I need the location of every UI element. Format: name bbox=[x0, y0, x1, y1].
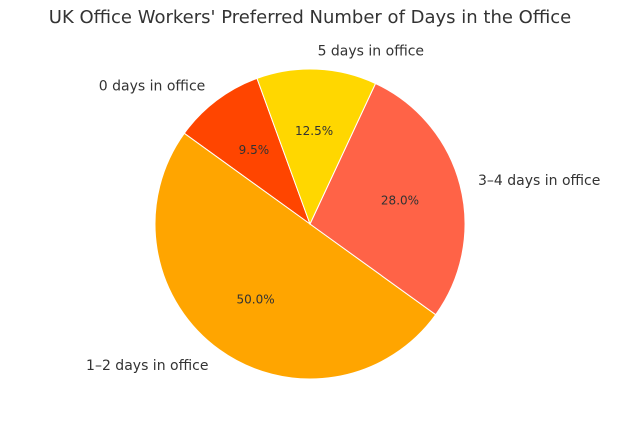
category-label-5-days-in-office: 5 days in office bbox=[318, 44, 424, 60]
pie-slice-1-2-days-in-office bbox=[154, 132, 437, 380]
value-label-3-4-days-in-office: 28.0% bbox=[381, 194, 419, 208]
pie-labels: 9.5% 0 days in office 50.0% 1–2 days in off… bbox=[86, 44, 600, 374]
chart-title: UK Office Workers' Preferred Number of D… bbox=[49, 7, 571, 28]
category-label-1-2-days-in-office: 1–2 days in office bbox=[86, 358, 208, 374]
category-label-0-days-in-office: 0 days in office bbox=[99, 79, 205, 95]
pie-slice-5-days-in-office bbox=[256, 68, 377, 226]
value-label-1-2-days-in-office: 50.0% bbox=[237, 292, 275, 306]
value-label-0-days-in-office: 9.5% bbox=[239, 143, 270, 157]
pie-slices bbox=[154, 68, 466, 380]
category-label-3-4-days-in-office: 3–4 days in office bbox=[478, 173, 600, 189]
pie-slice-0-days-in-office bbox=[183, 77, 312, 226]
value-label-5-days-in-office: 12.5% bbox=[295, 124, 333, 138]
